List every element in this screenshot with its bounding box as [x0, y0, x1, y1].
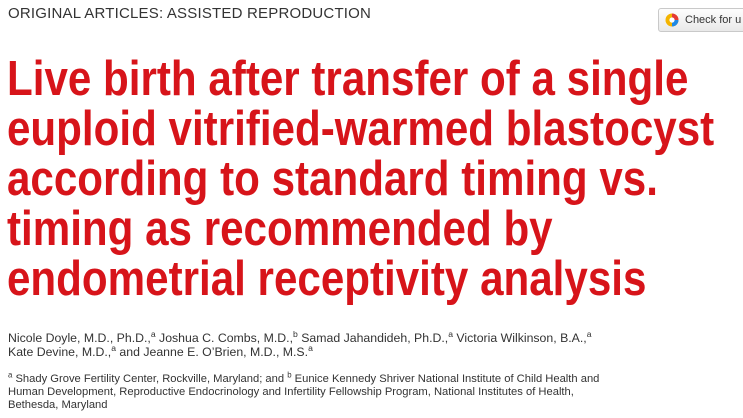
check-for-updates-button[interactable]: Check for u [658, 8, 743, 32]
affiliation-line: Bethesda, Maryland [8, 399, 108, 411]
author-name: Kate Devine, M.D., [8, 345, 112, 359]
affiliation-line: a Shady Grove Fertility Center, Rockvill… [8, 370, 738, 386]
author-line: Kate Devine, M.D.,a and Jeanne E. O’Brie… [8, 342, 738, 359]
author-name: Nicole Doyle, M.D., Ph.D., [8, 331, 151, 345]
crossmark-icon [665, 13, 679, 27]
affiliation-marker: a [8, 370, 13, 380]
title-line: Live birth after transfer of a single [7, 52, 689, 106]
affiliation-line: Human Development, Reproductive Endocrin… [8, 386, 574, 398]
author-name: Samad Jahandideh, Ph.D., [301, 331, 449, 345]
affiliation-marker: a [150, 328, 156, 339]
affiliation-marker: a [586, 328, 592, 339]
affiliation-text: Eunice Kennedy Shriver National Institut… [291, 373, 600, 385]
author-list: Nicole Doyle, M.D., Ph.D.,a Joshua C. Co… [8, 328, 738, 359]
affiliation-marker: b [293, 328, 298, 339]
article-title: Live birth after transfer of a single eu… [7, 54, 743, 304]
title-line: euploid vitrified-warmed blastocyst [7, 102, 715, 156]
title-line: endometrial receptivity analysis [7, 252, 647, 306]
crossmark-label: Check for u [685, 14, 742, 26]
section-label: ORIGINAL ARTICLES: ASSISTED REPRODUCTION [8, 5, 372, 22]
affiliation-marker: a [111, 342, 116, 353]
author-name: Victoria Wilkinson, B.A., [456, 331, 587, 345]
author-line: Nicole Doyle, M.D., Ph.D.,a Joshua C. Co… [8, 328, 738, 345]
affiliation-marker: a [448, 328, 453, 339]
affiliation-text: Shady Grove Fertility Center, Rockville,… [12, 373, 288, 385]
affiliations: a Shady Grove Fertility Center, Rockvill… [8, 370, 738, 412]
title-line: according to standard timing vs. [7, 152, 658, 206]
title-line: timing as recommended by [7, 202, 553, 256]
author-name: and Jeanne E. O’Brien, M.D., M.S. [119, 345, 309, 359]
affiliation-marker: a [308, 342, 313, 353]
author-name: Joshua C. Combs, M.D., [159, 331, 293, 345]
affiliation-marker: b [287, 370, 292, 380]
